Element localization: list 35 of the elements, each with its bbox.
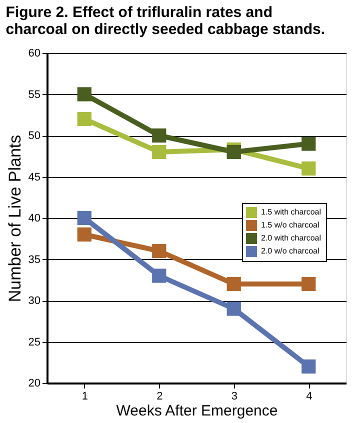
x-tick-label: 1 — [82, 390, 88, 402]
y-tick-label: 40 — [28, 212, 40, 224]
point — [226, 302, 241, 316]
y-axis-title: Number of Live Plants — [5, 134, 24, 302]
legend-label: 1.5 w/o charcoal — [261, 220, 320, 230]
legend-label: 2.0 w/o charcoal — [261, 246, 320, 256]
point — [302, 161, 316, 176]
y-tick-label: 30 — [28, 295, 40, 307]
point — [302, 276, 316, 292]
point — [226, 144, 241, 160]
y-tick-label: 50 — [28, 130, 40, 142]
chart-title: Figure 2. Effect of trifluralin rates and charcoal on directly seeded cabbage stands. — [6, 4, 326, 38]
point — [302, 136, 316, 151]
y-tick-label: 20 — [28, 378, 40, 390]
legend-label: 2.0 with charcoal — [261, 234, 322, 242]
legend-label: 1.5 with charcoal — [261, 208, 322, 216]
y-tick-label: 25 — [28, 336, 40, 348]
point — [77, 210, 92, 226]
point — [152, 128, 166, 143]
x-axis-title: Weeks After Emergence — [116, 402, 278, 420]
y-tick-label: 35 — [28, 254, 40, 266]
point — [77, 87, 92, 102]
point — [77, 227, 92, 242]
point — [152, 144, 166, 160]
point — [77, 112, 92, 126]
point — [226, 276, 241, 292]
point — [152, 268, 166, 283]
x-tick-label: 4 — [306, 390, 312, 402]
y-tick-label: 60 — [28, 48, 40, 60]
y-tick-label: 55 — [28, 88, 40, 101]
point — [302, 359, 316, 374]
x-tick-label: 3 — [231, 390, 238, 402]
x-tick-label: 2 — [156, 390, 163, 402]
y-tick-label: 45 — [28, 171, 40, 184]
point — [152, 244, 166, 258]
